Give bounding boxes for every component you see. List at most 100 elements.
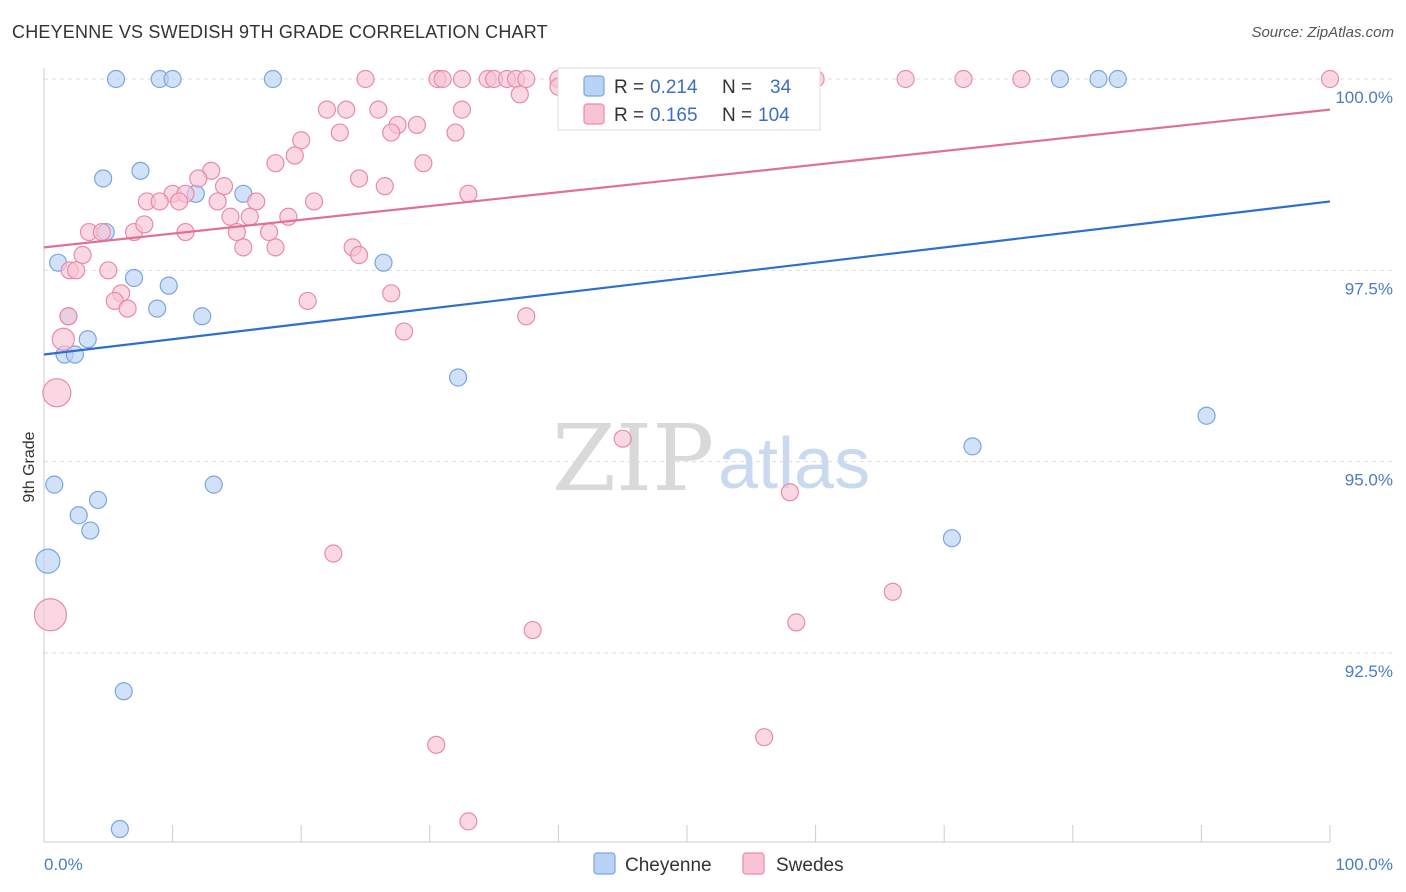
- point-cheyenne-0: [106, 69, 126, 89]
- series-legend-swatch-cheyenne: [593, 852, 616, 875]
- point-swedes-46: [208, 192, 227, 211]
- point-swedes-82: [780, 483, 799, 502]
- legend-r-value-cheyenne: 0.214: [650, 77, 698, 98]
- y-tick-label-3: 92.5%: [1345, 662, 1393, 681]
- point-swedes-69: [67, 261, 86, 280]
- point-swedes-22: [1012, 69, 1031, 89]
- point-swedes-65: [266, 238, 285, 257]
- point-swedes-37: [285, 146, 304, 165]
- point-swedes-28: [369, 100, 388, 119]
- point-swedes-73: [118, 299, 137, 318]
- trend-line-swedes: [43, 108, 1331, 249]
- legend-r-value-swedes: 0.165: [650, 105, 698, 126]
- series-legend-label-cheyenne: Cheyenne: [625, 855, 712, 876]
- point-swedes-40: [189, 169, 208, 188]
- y-axis-label: 9th Grade: [21, 431, 38, 502]
- point-swedes-67: [349, 245, 369, 265]
- point-swedes-64: [234, 238, 253, 257]
- point-swedes-90: [459, 812, 478, 831]
- y-tick-label-2: 95.0%: [1345, 471, 1393, 490]
- point-swedes-38: [414, 154, 433, 173]
- point-swedes-78: [394, 322, 414, 341]
- legend-swatch-cheyenne: [583, 75, 605, 97]
- point-cheyenne-25: [45, 475, 64, 494]
- point-swedes-29: [452, 100, 472, 119]
- series-legend: Cheyenne Swedes: [593, 852, 844, 876]
- point-swedes-48: [304, 192, 324, 211]
- point-swedes-33: [382, 123, 401, 142]
- legend-n-value-cheyenne: 34: [770, 77, 792, 98]
- point-swedes-88: [427, 735, 446, 754]
- grid-layer: [44, 78, 1395, 654]
- point-swedes-52: [169, 192, 189, 211]
- y-tick-label-0: 100.0%: [1335, 88, 1393, 107]
- legend-n-label-cheyenne: N =: [722, 77, 752, 98]
- y-tick-label-1: 97.5%: [1345, 279, 1393, 298]
- point-swedes-36: [266, 154, 285, 173]
- point-swedes-32: [330, 123, 349, 142]
- legend-swatch-swedes: [583, 103, 605, 125]
- point-swedes-57: [92, 222, 111, 242]
- point-swedes-23: [1320, 69, 1340, 89]
- trend-line-cheyenne: [43, 200, 1331, 356]
- watermark: ZIP atlas: [552, 405, 870, 512]
- point-swedes-84: [33, 598, 68, 632]
- point-cheyenne-3: [263, 69, 283, 89]
- point-swedes-20: [896, 69, 915, 89]
- point-swedes-77: [517, 307, 536, 326]
- legend-r-label-cheyenne: R =: [614, 77, 644, 98]
- point-cheyenne-17: [193, 307, 212, 326]
- point-swedes-54: [240, 207, 259, 226]
- point-swedes-63: [73, 245, 92, 265]
- legend-n-label-swedes: N =: [722, 105, 752, 126]
- point-cheyenne-26: [88, 490, 108, 510]
- trend-layer: [43, 108, 1331, 356]
- point-swedes-26: [317, 100, 337, 119]
- point-swedes-49: [459, 184, 478, 203]
- point-swedes-74: [298, 291, 317, 311]
- point-cheyenne-8: [131, 161, 150, 180]
- point-swedes-75: [382, 284, 401, 303]
- point-swedes-59: [135, 215, 154, 234]
- point-cheyenne-28: [69, 506, 88, 525]
- point-swedes-53: [221, 207, 240, 226]
- point-swedes-31: [292, 131, 311, 150]
- point-swedes-34: [407, 115, 427, 135]
- point-swedes-81: [613, 429, 632, 448]
- point-cheyenne-15: [159, 276, 178, 295]
- point-swedes-42: [349, 169, 369, 188]
- stats-legend: R = 0.214 N = 34 R = 0.165 N = 104: [557, 67, 821, 131]
- chart-title: CHEYENNE VS SWEDISH 9TH GRADE CORRELATIO…: [12, 22, 548, 42]
- point-cheyenne-29: [81, 521, 100, 540]
- point-swedes-43: [375, 177, 394, 196]
- series-legend-label-swedes: Swedes: [776, 855, 844, 876]
- point-swedes-24: [510, 85, 529, 104]
- legend-n-value-swedes: 104: [758, 105, 790, 126]
- point-cheyenne-32: [114, 682, 133, 701]
- source-label: Source: ZipAtlas.com: [1251, 24, 1394, 41]
- point-cheyenne-30: [35, 548, 61, 574]
- point-cheyenne-24: [1197, 406, 1216, 425]
- series-legend-swatch-swedes: [742, 852, 765, 875]
- point-cheyenne-22: [448, 368, 468, 387]
- point-cheyenne-33: [110, 819, 129, 839]
- axis-layer: 100.0% 97.5% 95.0% 92.5% 0.0% 100.0%: [43, 68, 1393, 874]
- point-cheyenne-7: [94, 169, 113, 188]
- point-swedes-79: [51, 327, 75, 351]
- point-swedes-27: [337, 100, 356, 119]
- point-swedes-80: [42, 378, 72, 408]
- legend-r-label-swedes: R =: [614, 105, 644, 126]
- point-cheyenne-5: [1089, 69, 1108, 89]
- point-cheyenne-27: [204, 475, 223, 494]
- point-swedes-51: [150, 192, 169, 211]
- point-swedes-70: [99, 261, 118, 280]
- watermark-zip: ZIP: [552, 405, 714, 512]
- point-cheyenne-4: [1050, 69, 1070, 89]
- point-swedes-62: [259, 222, 279, 242]
- point-swedes-86: [787, 613, 806, 632]
- point-cheyenne-16: [148, 299, 167, 318]
- point-swedes-87: [883, 582, 902, 601]
- point-swedes-89: [755, 728, 774, 747]
- point-swedes-35: [446, 123, 465, 142]
